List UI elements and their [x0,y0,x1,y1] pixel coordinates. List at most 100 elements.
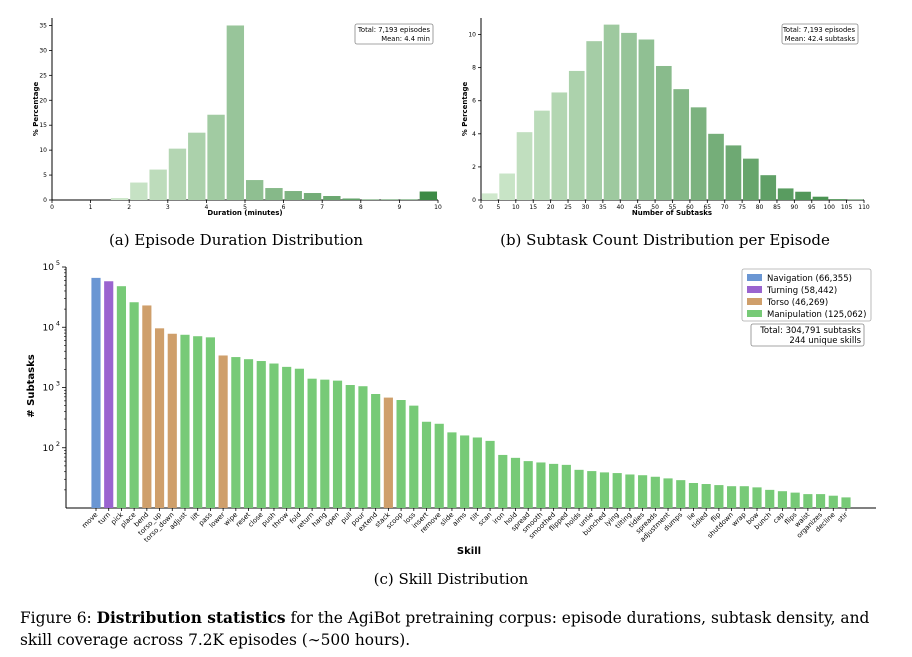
panel-b-bar [760,175,777,200]
skill-bar-smoothed [549,463,559,508]
panel-a-ytick-label: 0 [43,197,47,204]
panel-b-xtick-label: 25 [564,204,572,211]
skill-bar-bend [142,305,152,508]
panel-c-ytick-base: 10 [43,263,55,273]
panel-b-xtick-label: 65 [703,204,711,211]
panel-a-annotation-total: Total: 7,193 episodes [357,26,431,34]
panel-b-bar [603,24,620,201]
panel-a-ytick-label: 30 [39,47,47,54]
panel-a-bar [303,193,322,200]
skill-bar-hold [510,457,521,508]
panel-b-bar [743,158,759,200]
panel-a-duration-chart: 0 1 2 3 4 5 6 7 8 9 10 0 5 10 15 20 25 30 35 Duration (mi… [32,18,442,249]
panel-b-bar [516,132,533,200]
panel-a-ytick-label: 10 [39,147,47,154]
panel-b-xtick-label: 105 [841,204,853,211]
skill-bar-torso_up [154,328,165,508]
skill-bar-loss [409,405,419,508]
panel-c-ytick-exponent: 3 [56,380,60,388]
panel-b-subtask-chart: 0 5 10 15 20 25 30 35 40 45 50 55 60 65 70 75 80 85 90 95 10… [461,18,870,249]
panel-c-title: (c) Skill Distribution [374,570,529,588]
skill-bar-shutdown [727,486,737,508]
skill-label-aims: aims [451,510,468,527]
panel-b-xtick-label: 75 [738,204,746,211]
skill-bar-return [307,378,317,508]
skill-bar-remove [434,423,444,508]
panel-a-ytick-label: 35 [39,22,47,29]
legend-swatch-nav [747,274,762,281]
panel-a-annotation-mean: Mean: 4.4 min [381,35,430,43]
panel-b-xtick-label: 10 [512,204,520,211]
panel-b-xtick-label: 110 [858,204,870,211]
panel-b-ytick-label: 2 [472,164,476,171]
panel-b-xtick-label: 85 [773,204,781,211]
panel-a-ytick-label: 20 [39,97,47,104]
skill-bar-adjustment [663,478,673,508]
skill-bar-flips [790,492,800,508]
skill-bar-turn [104,281,114,508]
skill-bar-wrap [739,486,749,508]
panel-a-bar [149,169,167,200]
skill-bar-close [256,361,266,508]
skill-bar-scoop [396,400,406,508]
panel-c-unique-skills: 244 unique skills [789,336,861,346]
panel-a-bar [168,148,187,200]
panel-a-annotation-box [354,23,434,45]
panel-b-annotation-total: Total: 7,193 episodes [782,26,856,34]
panel-a-xtick-label: 4 [204,204,208,211]
panel-a-xtick-label: 7 [320,204,324,211]
panel-b-bar [725,145,742,200]
panel-b-bar [568,70,585,200]
panel-a-bar [342,198,360,200]
panel-b-xtick-label: 70 [721,204,729,211]
panel-b-bar [551,92,568,200]
skill-bar-iron [498,454,508,508]
skill-bar-hang [320,379,330,508]
panel-a-bar [110,198,129,200]
skill-bar-open [332,380,343,508]
panel-b-xtick-label: 95 [808,204,816,211]
skill-bar-pass [205,337,215,508]
skill-bar-smooth [536,462,546,508]
panel-c-ylabel: # Subtasks [26,354,37,417]
panel-b-bar [830,199,846,200]
skill-bar-spreads [650,476,660,508]
figure-caption: Figure 6: Distribution statistics for th… [20,607,900,651]
skill-bar-tilting [625,474,635,508]
skill-bar-wipe [231,357,241,508]
panel-b-bar [586,41,602,200]
panel-b-annotation-box [781,23,859,45]
panel-b-bar [655,65,672,201]
panel-b-bar [499,173,515,200]
panel-c-ytick-exponent: 2 [56,440,60,448]
legend-swatch-torso [747,298,762,305]
skill-bar-holds [574,469,584,508]
skill-bar-pull [345,385,355,508]
panel-b-bar [481,193,498,200]
panel-a-bar [188,132,206,200]
panel-b-bar [777,188,794,200]
panel-a-xtick-label: 1 [89,204,93,211]
panel-b-bar [638,39,655,200]
panel-a-ytick-label: 25 [39,72,47,79]
skill-bar-tidied [701,484,711,508]
panel-c-legend [741,268,872,322]
skill-bar-scan [485,440,495,508]
panel-b-xtick-label: 45 [634,204,642,211]
skill-bar-waist [803,494,813,508]
panel-a-ytick-label: 15 [39,122,47,129]
panel-a-ylabel: % Percentage [32,82,40,137]
panel-b-bar [708,133,724,200]
skill-bar-flip [714,485,724,508]
legend-swatch-turn [747,286,762,293]
panel-a-xtick-label: 10 [434,204,442,211]
skill-bar-push [269,363,279,508]
panel-b-bar [534,110,550,200]
panel-a-xtick-label: 2 [127,204,131,211]
skill-bar-pick [116,286,126,508]
panel-c-total-subtasks: Total: 304,791 subtasks [759,326,861,336]
panel-b-xtick-label: 5 [496,204,500,211]
skill-bar-stack [383,397,393,508]
skill-bar-cap [777,491,788,508]
panel-a-xtick-label: 9 [397,204,401,211]
